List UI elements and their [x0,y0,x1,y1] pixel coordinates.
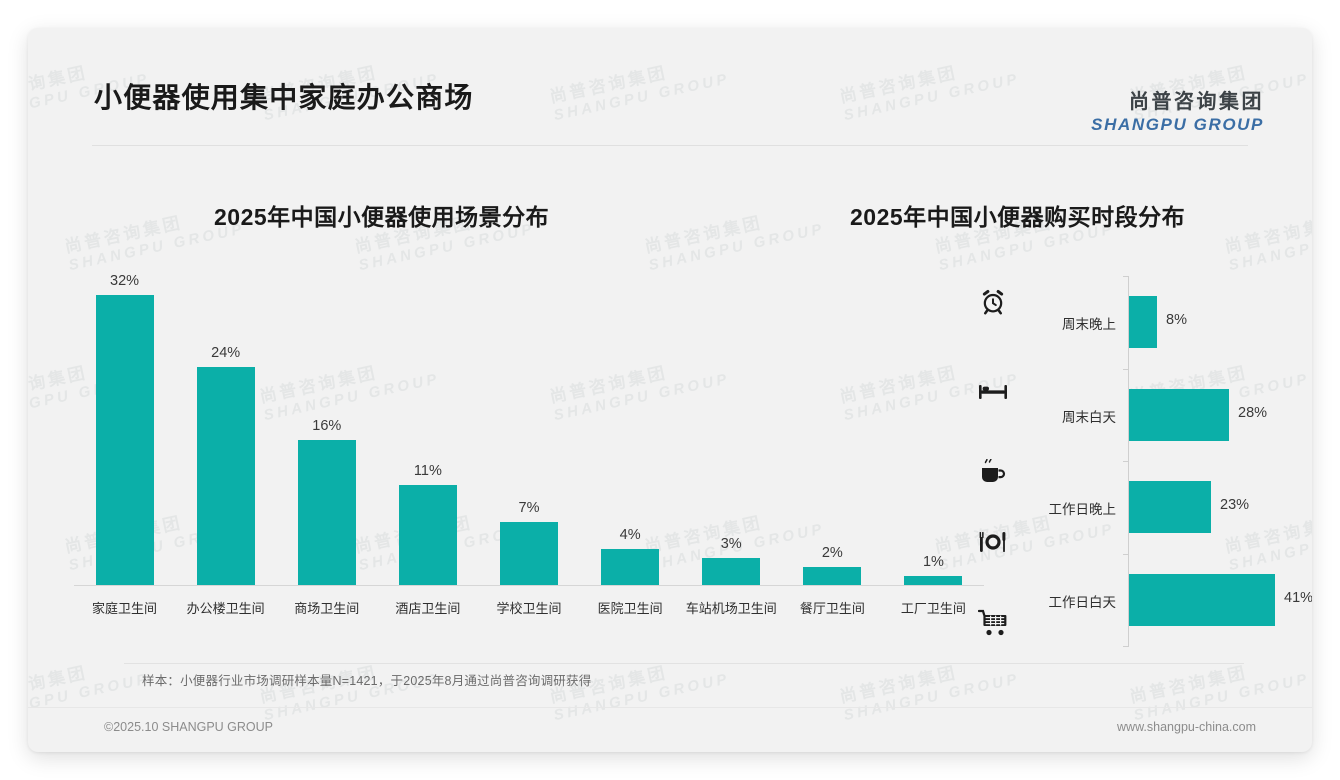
category-label: 周末白天 [1062,409,1116,425]
bar-value-label: 8% [1166,312,1187,329]
category-label: 餐厅卫生间 [799,601,865,616]
bar [500,522,558,585]
page-title: 小便器使用集中家庭办公商场 [94,82,474,113]
bar-value-label: 11% [413,463,442,479]
bar [904,576,963,585]
sample-footnote: 样本：小便器行业市场调研样本量N=1421，于2025年8月通过尚普咨询调研获得 [142,674,592,688]
footer-divider [28,707,1312,708]
bar [601,549,660,585]
bar-value-label: 32% [110,273,140,289]
header-divider [92,145,1248,146]
coffee-cup-icon [976,458,1010,490]
category-label: 工作日晚上 [1048,502,1117,518]
category-label: 车站机场卫生间 [685,601,777,616]
website-link[interactable]: www.shangpu-china.com [1117,720,1256,734]
footnote-divider [124,663,1244,664]
horizontal-bar-chart: 周末晚上 8% 周末白天 28% 工作日晚上 23% 工作日白天 41% [958,276,1312,647]
bar-value-label: 3% [720,536,742,552]
axis-tick [1123,646,1129,647]
category-label: 家庭卫生间 [92,601,158,616]
bar [1129,296,1157,349]
plate-cutlery-icon [976,526,1010,558]
bed-icon [976,376,1010,408]
slide-card: 尚普咨询集团 SHANGPU GROUP 尚普咨询集团 SHANGPU GROUP 尚普… [28,28,1312,752]
bar [1129,388,1229,441]
bar-value-label: 28% [1238,404,1268,421]
category-label: 办公楼卫生间 [186,601,265,616]
axis-tick [1123,276,1129,277]
slide-header: 小便器使用集中家庭办公商场 尚普咨询集团 SHANGPU GROUP [28,28,1312,146]
bar-value-label: 24% [211,345,241,361]
alarm-clock-icon [976,286,1010,318]
x-axis-line [74,585,984,586]
bar-value-label: 41% [1284,589,1312,606]
category-label: 学校卫生间 [496,601,562,616]
category-label: 工作日白天 [1048,594,1117,610]
bar-value-label: 16% [312,418,342,434]
category-label: 医院卫生间 [597,601,663,616]
bar-value-label: 2% [821,545,843,561]
axis-tick [1123,369,1129,370]
category-label: 工厂卫生间 [900,601,966,616]
brand-logo-en: SHANGPU GROUP [1091,115,1264,134]
bar [297,440,356,585]
bar-value-label: 23% [1220,497,1250,514]
chart-title-usage-scenarios: 2025年中国小便器使用场景分布 [214,204,550,230]
axis-tick [1123,554,1129,555]
bar [803,567,862,585]
shopping-cart-icon [976,606,1010,638]
bar [702,558,761,585]
bar [95,295,154,585]
vertical-bar-chart: 32% 家庭卫生间 24% 办公楼卫生间 16% 商场卫生间 11% 酒店卫生间 7% 学校卫生间… [74,273,984,616]
bar [196,367,255,585]
bar-value-label: 7% [518,500,540,516]
chart-title-purchase-time-slots: 2025年中国小便器购买时段分布 [850,204,1186,230]
bar [398,485,457,585]
category-label: 周末晚上 [1062,317,1116,333]
brand-logo-cn: 尚普咨询集团 [1129,91,1264,113]
brand-logo: 尚普咨询集团 SHANGPU GROUP [1091,91,1264,135]
bar-value-label: 4% [619,527,641,543]
copyright-text: ©2025.10 SHANGPU GROUP [104,720,273,734]
category-label: 酒店卫生间 [395,601,461,616]
charts-area: 2025年中国小便器使用场景分布 2025年中国小便器购买时段分布 32% 家庭卫… [28,146,1312,682]
bar-value-label: 1% [922,554,944,570]
axis-tick [1123,461,1129,462]
bar [1129,481,1211,534]
category-label: 商场卫生间 [294,601,360,616]
bar [1129,573,1275,626]
